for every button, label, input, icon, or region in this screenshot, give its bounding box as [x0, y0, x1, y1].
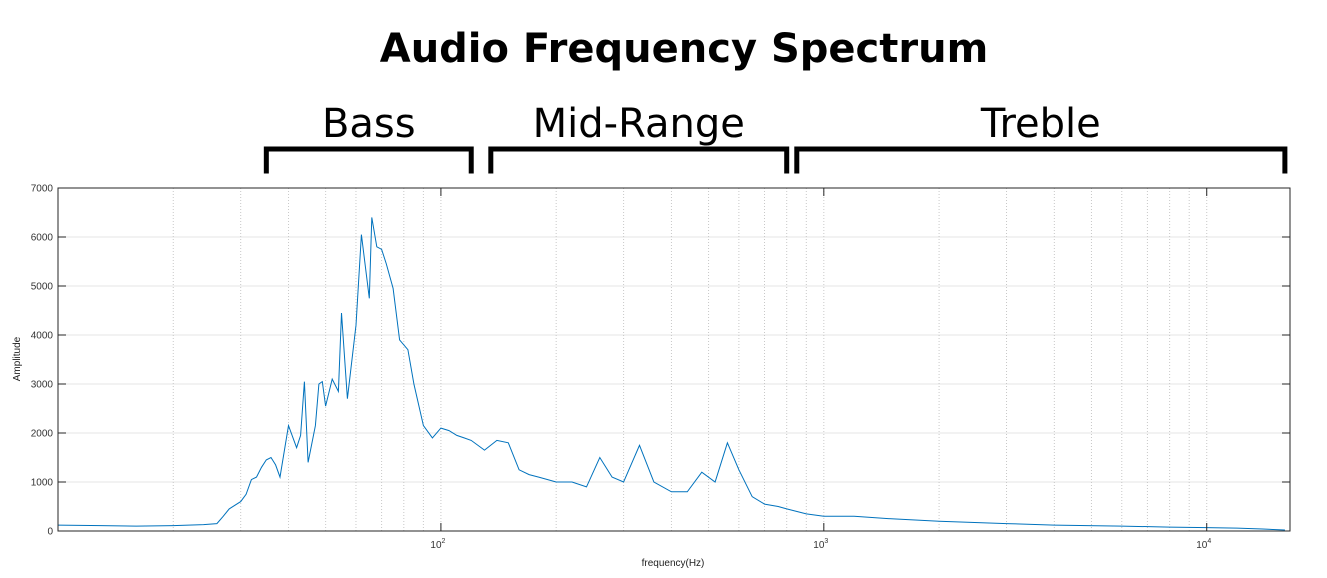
x-tick-label: 104 [1196, 538, 1211, 551]
band-bracket [263, 146, 474, 174]
x-axis-label: frequency(Hz) [642, 558, 705, 569]
y-tick-label: 6000 [31, 233, 54, 244]
x-tick-label: 103 [813, 538, 828, 551]
plot-area: 0 1000 2000 3000 4000 5000 6000 7000 102 103 104 [31, 184, 1291, 551]
y-tick-label: 0 [47, 527, 53, 538]
frequency-bands: Bass Mid-Range Treble [263, 101, 1288, 174]
band-label: Bass [322, 101, 416, 147]
grid-lines [58, 188, 1290, 531]
x-axis-ticks: 102 103 104 [430, 188, 1211, 551]
band-bracket [488, 146, 790, 174]
spectrum-series-line [57, 217, 1285, 531]
y-axis-ticks: 0 1000 2000 3000 4000 5000 6000 7000 [31, 184, 1290, 538]
y-tick-label: 2000 [31, 429, 54, 440]
y-tick-label: 4000 [31, 331, 54, 342]
x-tick-label: 102 [430, 538, 445, 551]
y-tick-label: 5000 [31, 282, 54, 293]
chart-title: Audio Frequency Spectrum [380, 26, 989, 72]
y-tick-label: 1000 [31, 478, 54, 489]
y-axis-label: Amplitude [12, 336, 23, 381]
y-tick-label: 3000 [31, 380, 54, 391]
axes-box [57, 187, 1291, 532]
band-label: Treble [980, 101, 1101, 147]
band-label: Mid-Range [533, 101, 745, 147]
y-tick-label: 7000 [31, 184, 54, 195]
band-bracket [794, 146, 1288, 174]
